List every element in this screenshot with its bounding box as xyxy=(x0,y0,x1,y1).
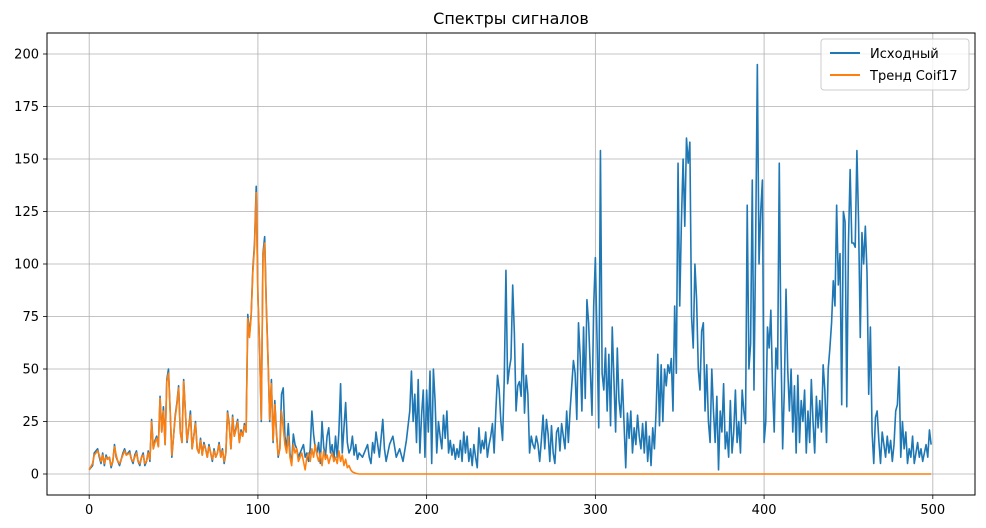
y-tick-label: 100 xyxy=(14,258,39,273)
x-tick-label: 500 xyxy=(920,503,945,518)
y-tick-label: 50 xyxy=(22,363,39,378)
axis-ticks: 0 100 200 300 400 500 0 25 50 75 100 125 150 175 200 xyxy=(14,48,945,519)
series-line-trend xyxy=(88,191,932,475)
y-tick-label: 150 xyxy=(14,153,39,168)
x-tick-label: 400 xyxy=(752,503,777,518)
grid-lines xyxy=(47,33,975,495)
x-tick-label: 100 xyxy=(245,503,270,518)
y-tick-label: 25 xyxy=(22,415,39,430)
series-lines xyxy=(88,63,932,475)
chart-title: Спектры сигналов xyxy=(433,9,589,28)
y-tick-label: 200 xyxy=(14,48,39,63)
legend-box xyxy=(820,38,970,91)
legend-label-trend: Тренд Coif17 xyxy=(869,69,958,84)
y-tick-label: 175 xyxy=(14,100,39,115)
y-tick-label: 0 xyxy=(31,468,39,483)
y-tick-label: 75 xyxy=(22,310,39,325)
x-tick-label: 0 xyxy=(85,503,93,518)
legend-label-original: Исходный xyxy=(870,47,939,62)
x-tick-label: 300 xyxy=(583,503,608,518)
legend: Исходный Тренд Coif17 xyxy=(820,38,970,91)
x-tick-label: 200 xyxy=(414,503,439,518)
y-tick-label: 125 xyxy=(14,205,39,220)
